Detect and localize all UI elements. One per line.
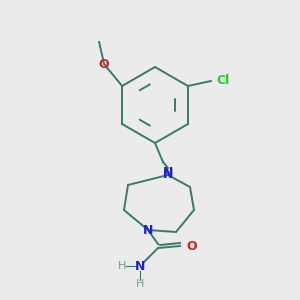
Text: H: H <box>136 279 144 289</box>
Text: O: O <box>99 58 110 70</box>
Text: Cl: Cl <box>216 74 229 88</box>
Text: N: N <box>135 260 145 272</box>
Text: H: H <box>118 261 126 271</box>
Text: N: N <box>163 169 173 182</box>
Text: N: N <box>143 224 153 236</box>
Text: O: O <box>186 239 196 253</box>
Text: N: N <box>163 166 173 178</box>
